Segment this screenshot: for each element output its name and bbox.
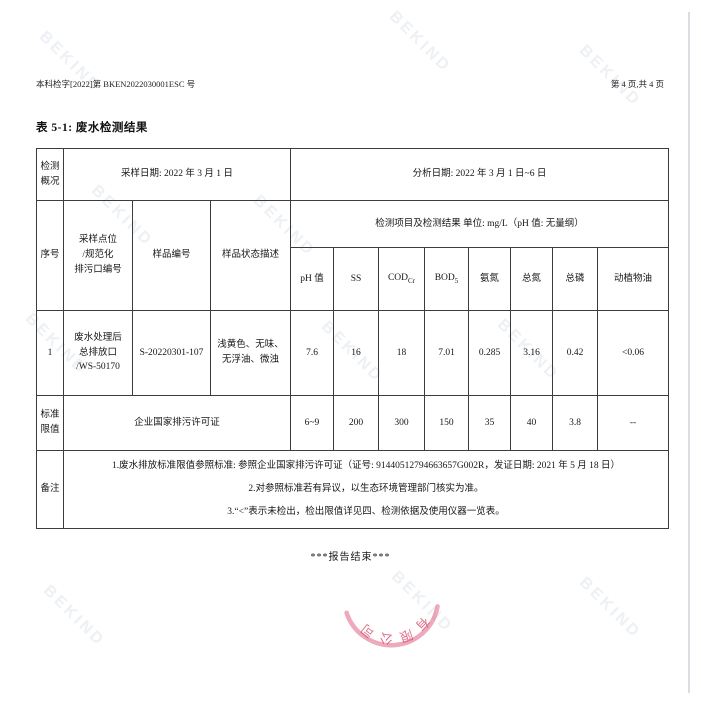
limits-row: 标准 限值 企业国家排污许可证 6~9 200 300 150 35 40 3.8 --	[36, 395, 669, 451]
watermark-text: BEKIND	[575, 42, 645, 111]
limits-label: 标准 限值	[36, 395, 64, 451]
watermark-text: BEKIND	[575, 574, 645, 643]
company-seal-stamp: 有限公司	[344, 604, 440, 649]
limit-value-4: 35	[468, 395, 511, 451]
seal-arc	[344, 604, 440, 648]
remarks-content: 1.废水排放标准限值参照标准: 参照企业国家排污许可证（证号: 91440512…	[63, 450, 669, 529]
param-header-0: pH 值	[290, 247, 334, 311]
param-header-row: pH 值 SS CODCr BOD5 氨氮 总氮 总磷 动植物油	[37, 247, 669, 311]
scan-edge-line	[688, 12, 690, 693]
result-value-0: 7.6	[290, 310, 334, 396]
page-title: 表 5-1: 废水检测结果	[36, 122, 148, 134]
param-header-6: 总磷	[552, 247, 598, 311]
watermark-text: BEKIND	[39, 582, 109, 651]
param-header-4: 氨氮	[468, 247, 511, 311]
remark-line-1: 1.废水排放标准限值参照标准: 参照企业国家排污许可证（证号: 91440512…	[112, 461, 620, 471]
remark-line-2: 2.对参照标准若有异议，以生态环境管理部门核实为准。	[248, 484, 484, 494]
row-point: 废水处理后 总排放口 /WS-50170	[63, 310, 133, 396]
row-sample-desc: 浅黄色、无味、 无浮油、微浊	[210, 310, 291, 396]
limit-value-1: 200	[333, 395, 379, 451]
svg-text:有限公司: 有限公司	[353, 613, 434, 649]
result-value-3: 7.01	[424, 310, 469, 396]
row-sample-no: S-20220301-107	[132, 310, 211, 396]
limit-value-2: 300	[378, 395, 425, 451]
col-header-sample-no: 样品编号	[132, 200, 211, 311]
result-value-7: <0.06	[597, 310, 669, 396]
remarks-label: 备注	[36, 450, 64, 529]
result-value-1: 16	[333, 310, 379, 396]
watermark-text: BEKIND	[385, 8, 455, 77]
page-number: 第 4 页,共 4 页	[610, 79, 664, 89]
col-header-sample-desc: 样品状态描述	[210, 200, 291, 311]
document-header: 本科检字[2022]第 BKEN2022030001ESC 号 第 4 页,共 …	[36, 78, 664, 90]
document-number: 本科检字[2022]第 BKEN2022030001ESC 号	[36, 79, 196, 89]
report-end-note: ***报告结束***	[310, 552, 391, 563]
limit-value-6: 3.8	[552, 395, 598, 451]
remark-line-3: 3.“<”表示未检出，检出限值详见四、检测依据及使用仪器一览表。	[227, 507, 505, 517]
col-header-seq: 序号	[36, 200, 64, 311]
limit-value-0: 6~9	[290, 395, 334, 451]
row-seq: 1	[36, 310, 64, 396]
param-header-2: CODCr	[378, 247, 425, 311]
param-header-3: BOD5	[424, 247, 469, 311]
result-value-5: 3.16	[510, 310, 553, 396]
stamp-text: 有限公司	[353, 613, 434, 649]
results-title: 检测项目及检测结果 单位: mg/L（pH 值: 无量纲）	[290, 200, 669, 248]
overview-label: 检测 概况	[36, 148, 64, 201]
watermark-text: BEKIND	[387, 568, 457, 637]
param-header-7: 动植物油	[597, 247, 669, 311]
param-header-1: SS	[333, 247, 379, 311]
limits-basis: 企业国家排污许可证	[63, 395, 291, 451]
limit-value-5: 40	[510, 395, 553, 451]
data-row: 1 废水处理后 总排放口 /WS-50170 S-20220301-107 浅黄…	[36, 310, 669, 396]
result-value-4: 0.285	[468, 310, 511, 396]
results-table: 检测 概况 采样日期: 2022 年 3 月 1 日 分析日期: 2022 年 …	[36, 148, 669, 529]
param-header-5: 总氮	[510, 247, 553, 311]
col-header-point: 采样点位 /规范化 排污口编号	[63, 200, 133, 311]
analysis-date: 分析日期: 2022 年 3 月 1 日~6 日	[290, 148, 669, 201]
limit-value-7: --	[597, 395, 669, 451]
sampling-date: 采样日期: 2022 年 3 月 1 日	[63, 148, 291, 201]
result-value-6: 0.42	[552, 310, 598, 396]
result-value-2: 18	[378, 310, 425, 396]
limit-value-3: 150	[424, 395, 469, 451]
